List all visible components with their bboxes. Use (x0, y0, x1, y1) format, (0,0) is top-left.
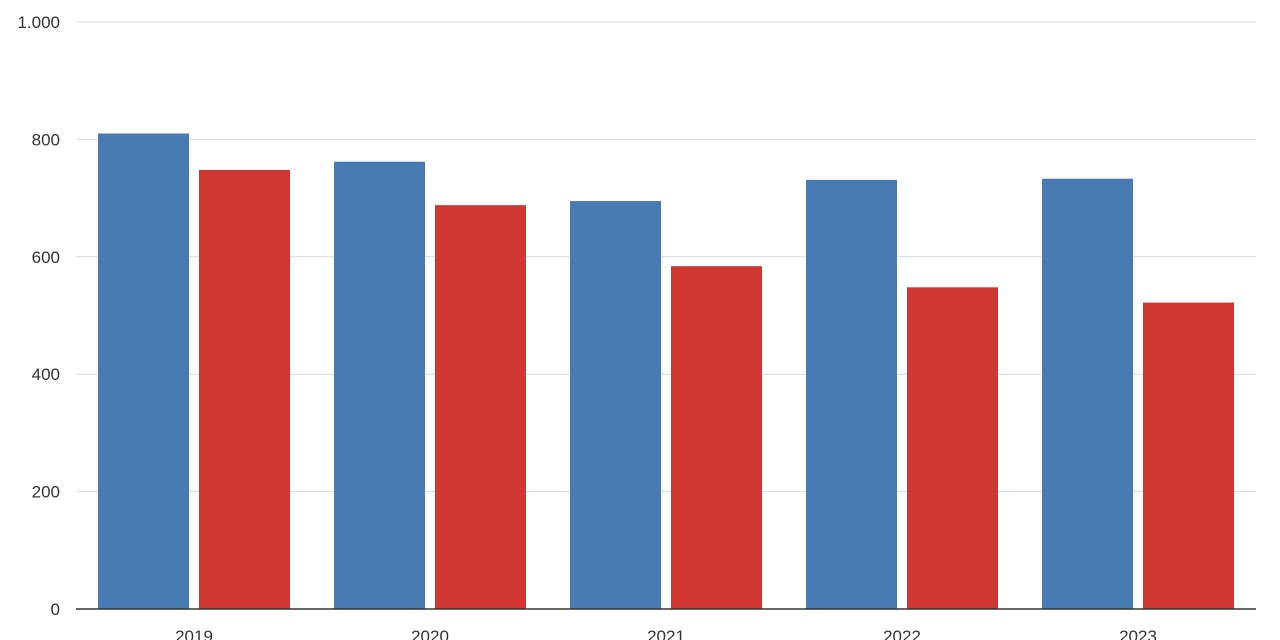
x-tick-label: 2021 (647, 627, 685, 640)
bar-series1-2020 (334, 161, 425, 609)
y-tick-label: 800 (32, 130, 60, 149)
y-tick-label: 0 (51, 600, 60, 619)
x-tick-label: 2022 (883, 627, 921, 640)
bar-series1-2023 (1042, 178, 1133, 609)
y-axis-tick-labels: 0 200 400 600 800 1.000 (17, 13, 60, 619)
bar-series2-2021 (671, 266, 762, 609)
bar-series2-2019 (199, 169, 290, 609)
y-tick-label: 1.000 (17, 13, 60, 32)
y-tick-label: 600 (32, 248, 60, 267)
bars (98, 133, 1234, 610)
x-axis-tick-labels: 2019 2020 2021 2022 2023 (175, 627, 1157, 640)
y-tick-label: 200 (32, 483, 60, 502)
bar-series2-2020 (435, 205, 526, 610)
bar-series2-2023 (1143, 302, 1234, 609)
x-tick-label: 2020 (411, 627, 449, 640)
bar-series1-2019 (98, 133, 189, 609)
bar-series1-2021 (570, 201, 661, 609)
y-tick-label: 400 (32, 365, 60, 384)
x-tick-label: 2019 (175, 627, 213, 640)
bar-series2-2022 (907, 287, 998, 609)
x-tick-label: 2023 (1119, 627, 1157, 640)
bar-series1-2022 (806, 179, 897, 609)
